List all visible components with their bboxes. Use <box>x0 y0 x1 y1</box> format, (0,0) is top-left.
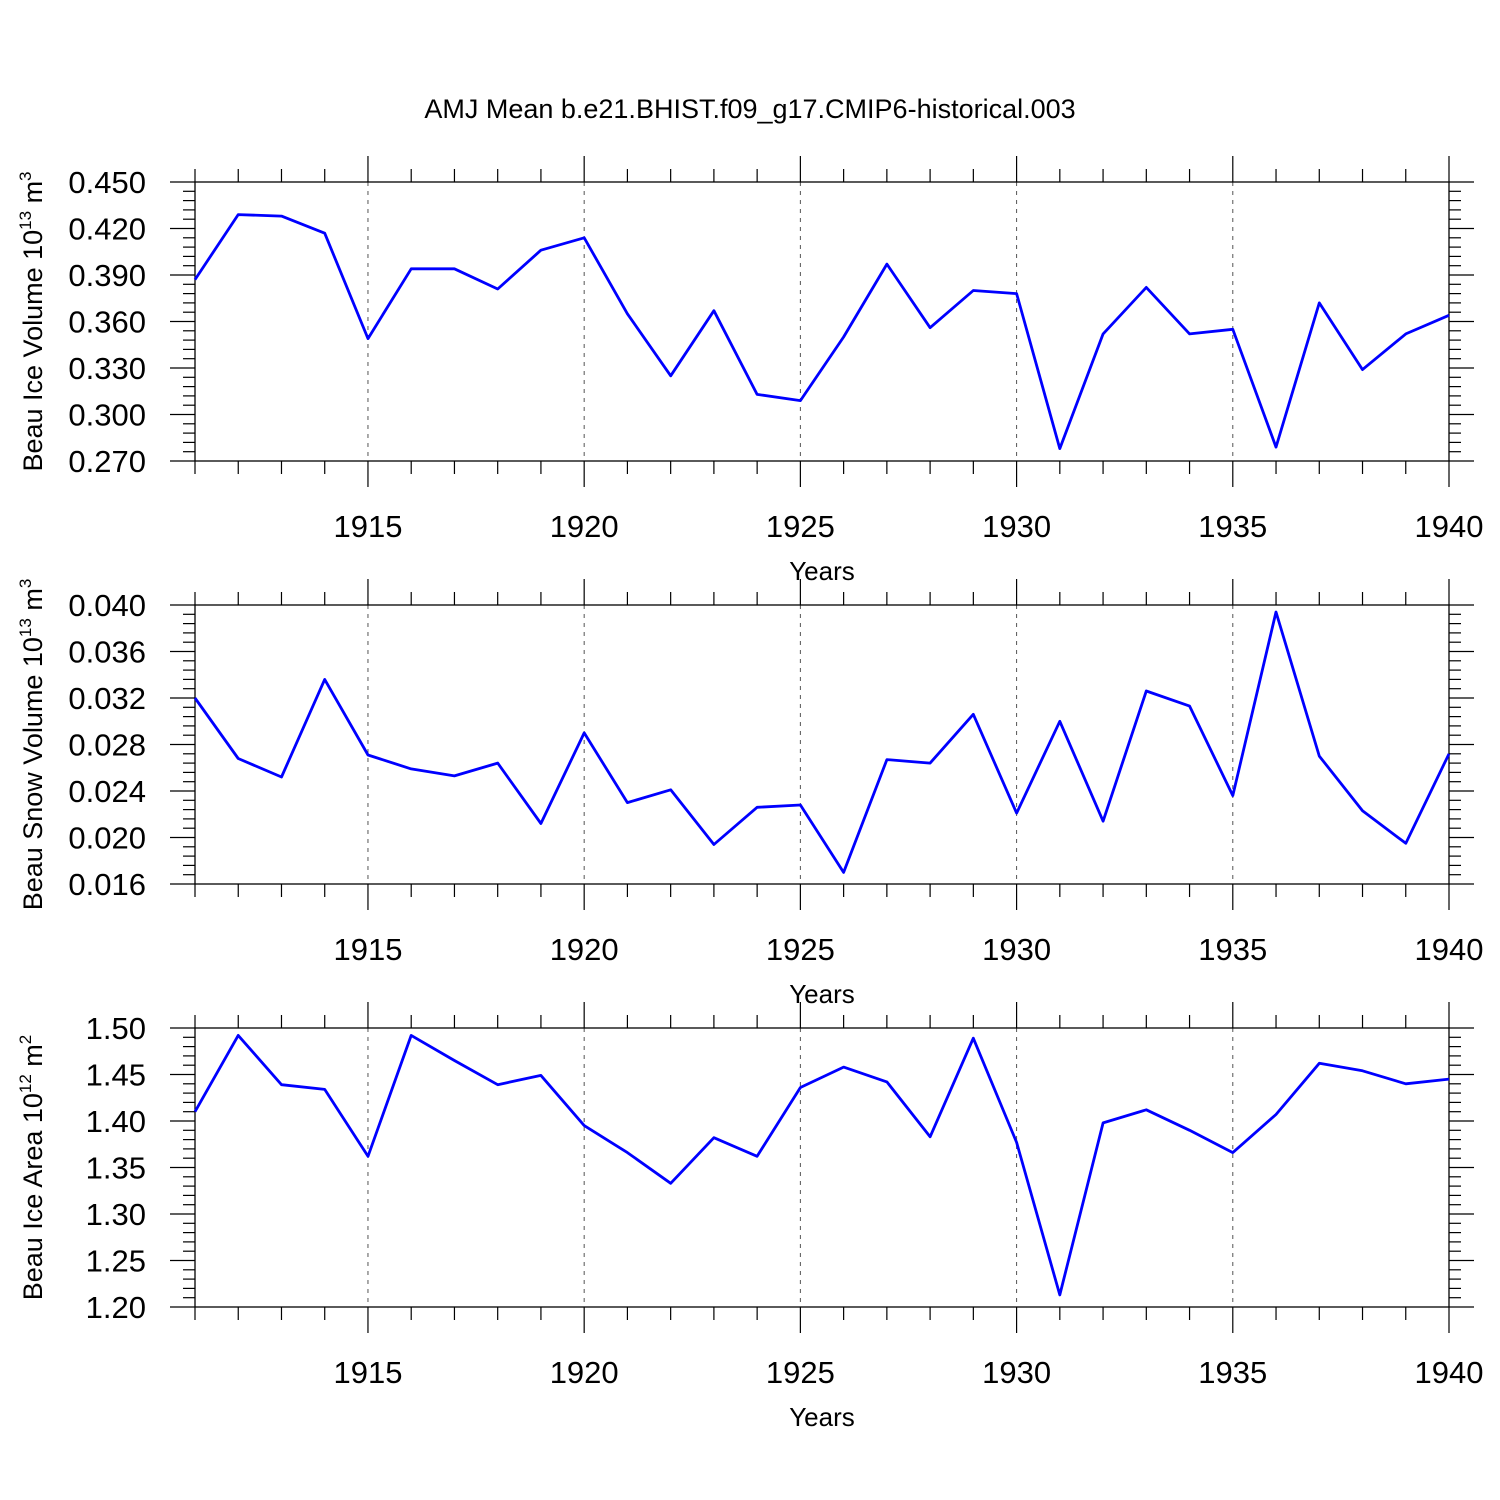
y-tick-label: 0.016 <box>68 867 146 902</box>
y-tick-label: 0.330 <box>68 351 146 386</box>
x-tick-label: 1920 <box>550 932 619 967</box>
y-tick-label: 0.420 <box>68 212 146 247</box>
x-tick-label: 1935 <box>1198 509 1267 544</box>
x-tick-label: 1930 <box>982 1355 1051 1390</box>
y-tick-label: 0.300 <box>68 398 146 433</box>
y-tick-label: 0.020 <box>68 821 146 856</box>
series-line <box>193 1034 1450 1297</box>
x-tick-label: 1920 <box>550 509 619 544</box>
y-tick-label: 1.30 <box>86 1197 146 1232</box>
x-tick-label: 1935 <box>1198 932 1267 967</box>
panel-3: 1915 1920 1925 1930 1935 1940 Years 1.50 1.45 1.4… <box>16 1002 1483 1432</box>
y-axis-label: Beau Snow Volume 1013 m3 <box>16 579 48 911</box>
x-axis-label: Years <box>789 1402 855 1432</box>
chart-title: AMJ Mean b.e21.BHIST.f09_g17.CMIP6-histo… <box>424 94 1075 124</box>
y-tick-label: 1.20 <box>86 1290 146 1325</box>
y-tick-label: 0.040 <box>68 588 146 623</box>
x-tick-label: 1915 <box>333 932 402 967</box>
x-tick-label: 1940 <box>1415 1355 1484 1390</box>
y-axis-label: Beau Ice Volume 1013 m3 <box>16 171 48 471</box>
y-tick-label: 0.036 <box>68 635 146 670</box>
y-tick-label: 0.024 <box>68 774 146 809</box>
x-tick-label: 1925 <box>766 1355 835 1390</box>
y-axis-label-exponent: 13 <box>16 211 35 230</box>
y-axis-label-unit-exponent: 3 <box>16 579 35 588</box>
y-axis-label: Beau Ice Area 1012 m2 <box>16 1035 48 1301</box>
panel-1: 1915 1920 1925 1930 1935 1940 Years 0.450 0.420 0… <box>16 156 1483 586</box>
y-axis-label-text: Beau Snow Volume 10 <box>18 637 48 910</box>
y-axis-label-text: Beau Ice Area 10 <box>18 1093 48 1300</box>
x-tick-label: 1935 <box>1198 1355 1267 1390</box>
series-line <box>193 610 1451 874</box>
x-tick-label: 1925 <box>766 509 835 544</box>
x-tick-label: 1940 <box>1415 509 1484 544</box>
y-axis-label-unit-exponent: 3 <box>16 171 35 180</box>
y-tick-label: 0.270 <box>68 444 146 479</box>
x-axis-label: Years <box>789 979 855 1009</box>
panel-2: 1915 1920 1925 1930 1935 1940 Years 0.040 0.036 0… <box>16 579 1483 1009</box>
x-tick-label: 1915 <box>333 1355 402 1390</box>
y-tick-label: 1.25 <box>86 1244 146 1279</box>
x-tick-label: 1930 <box>982 509 1051 544</box>
y-axis-label-text: Beau Ice Volume 10 <box>18 230 48 472</box>
y-axis-label-exponent: 12 <box>16 1074 35 1093</box>
y-tick-label: 1.50 <box>86 1011 146 1046</box>
plot-frame <box>194 604 1450 885</box>
y-tick-label: 0.360 <box>68 305 146 340</box>
y-axis-label-unit: m <box>18 181 48 211</box>
y-axis-label-unit: m <box>18 1044 48 1074</box>
y-tick-label: 1.45 <box>86 1058 146 1093</box>
y-axis-label-unit-exponent: 2 <box>16 1035 35 1044</box>
y-tick-label: 0.028 <box>68 728 146 763</box>
y-tick-label: 0.390 <box>68 258 146 293</box>
y-axis-label-unit: m <box>18 588 48 618</box>
x-tick-label: 1915 <box>333 509 402 544</box>
y-tick-label: 1.35 <box>86 1151 146 1186</box>
plot-frame <box>194 181 1450 462</box>
x-tick-label: 1940 <box>1415 932 1484 967</box>
y-axis-label-exponent: 13 <box>16 618 35 637</box>
series-line <box>193 213 1450 451</box>
x-tick-label: 1925 <box>766 932 835 967</box>
panels-group: 1915 1920 1925 1930 1935 1940 Years 0.450 0.420 0… <box>16 156 1483 1432</box>
x-tick-label: 1930 <box>982 932 1051 967</box>
plot-frame <box>194 1027 1450 1308</box>
y-tick-label: 1.40 <box>86 1104 146 1139</box>
x-tick-label: 1920 <box>550 1355 619 1390</box>
y-tick-label: 0.450 <box>68 165 146 200</box>
x-axis-label: Years <box>789 556 855 586</box>
y-tick-label: 0.032 <box>68 681 146 716</box>
